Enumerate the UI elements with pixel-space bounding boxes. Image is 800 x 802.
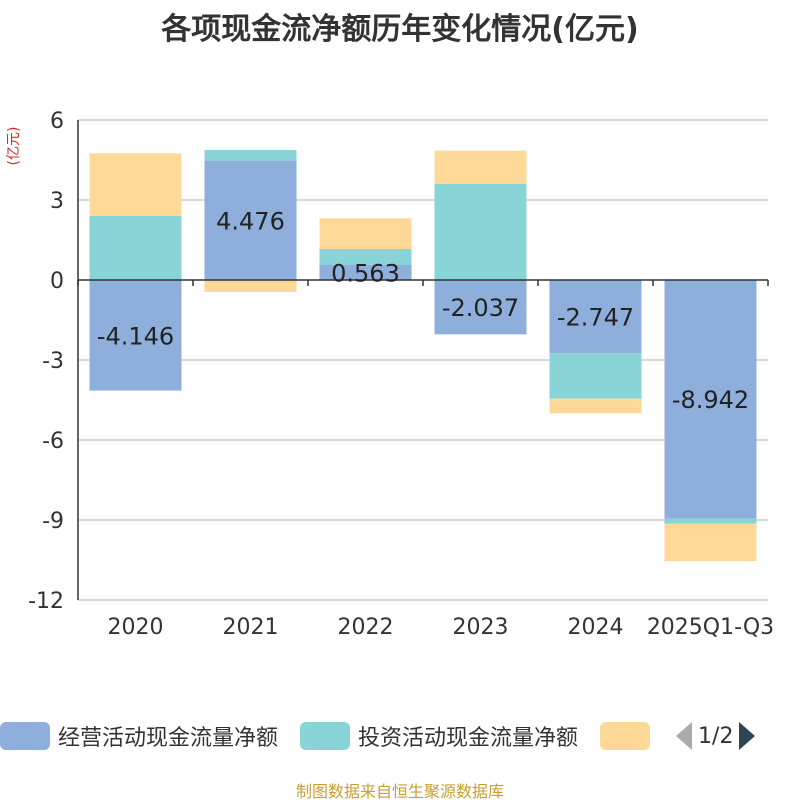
x-tick-label: 2025Q1-Q3	[647, 615, 774, 640]
bar-segment[interactable]	[89, 216, 182, 280]
chart-title: 各项现金流净额历年变化情况(亿元)	[161, 12, 639, 47]
bar-segment[interactable]	[434, 150, 527, 184]
bar-segment[interactable]	[319, 218, 412, 249]
bar-segment[interactable]	[204, 160, 297, 280]
y-tick-label: 6	[50, 109, 64, 134]
legend-swatch	[300, 722, 351, 750]
bar-segment[interactable]	[549, 353, 642, 399]
bar-segment[interactable]	[549, 280, 642, 354]
y-tick-label: 3	[50, 189, 64, 214]
y-tick-label: -6	[42, 429, 64, 454]
legend-pager: 1/2	[676, 722, 756, 750]
y-axis-label: (亿元)	[6, 127, 22, 166]
bar-segment[interactable]	[319, 264, 412, 280]
data-label: -2.037	[442, 294, 519, 322]
bar-segment[interactable]	[319, 248, 412, 265]
legend-page-indicator: 1/2	[698, 723, 734, 749]
data-label: -2.747	[557, 304, 634, 332]
legend-item-investing[interactable]: 投资活动现金流量净额	[300, 720, 578, 752]
y-tick-label: -3	[42, 349, 64, 374]
x-tick-label: 2021	[223, 615, 279, 640]
y-tick-label: 0	[50, 269, 64, 294]
bar-segment[interactable]	[549, 398, 642, 414]
legend-swatch	[0, 722, 50, 750]
data-label: -8.942	[672, 386, 749, 414]
x-tick-label: 2020	[108, 615, 164, 640]
bar-segment[interactable]	[89, 280, 182, 391]
x-tick-label: 2022	[338, 615, 394, 640]
data-label: -4.146	[97, 322, 174, 350]
bar-segment[interactable]	[434, 280, 527, 335]
data-label: 0.563	[331, 259, 400, 287]
bar-segment[interactable]	[204, 280, 297, 292]
source-note: 制图数据来自恒生聚源数据库	[295, 782, 504, 801]
bar-segment[interactable]	[89, 153, 182, 216]
y-tick-label: -12	[28, 589, 64, 614]
legend-swatch	[600, 722, 651, 750]
legend-item-financing[interactable]	[600, 722, 658, 750]
bar-segment[interactable]	[664, 518, 757, 524]
legend: 经营活动现金流量净额 投资活动现金流量净额 1/2	[0, 716, 756, 756]
chart-plot: 6 3 0 -3 -6 -9 -12 2020 2021 2022 2023 2024 2025Q1-Q…	[6, 109, 774, 640]
bar-segment[interactable]	[664, 523, 757, 562]
x-tick-label: 2023	[453, 615, 509, 640]
bar-segment[interactable]	[434, 184, 527, 280]
prev-page-icon[interactable]	[676, 722, 693, 750]
data-label: 4.476	[216, 207, 285, 235]
legend-label: 投资活动现金流量净额	[358, 726, 579, 751]
x-tick-label: 2024	[568, 615, 624, 640]
y-tick-label: -9	[42, 509, 64, 534]
bar-segment[interactable]	[204, 149, 297, 161]
legend-label: 经营活动现金流量净额	[58, 726, 279, 751]
bar-segment[interactable]	[664, 280, 757, 519]
legend-item-operating[interactable]: 经营活动现金流量净额	[0, 720, 278, 752]
next-page-icon[interactable]	[739, 722, 756, 750]
